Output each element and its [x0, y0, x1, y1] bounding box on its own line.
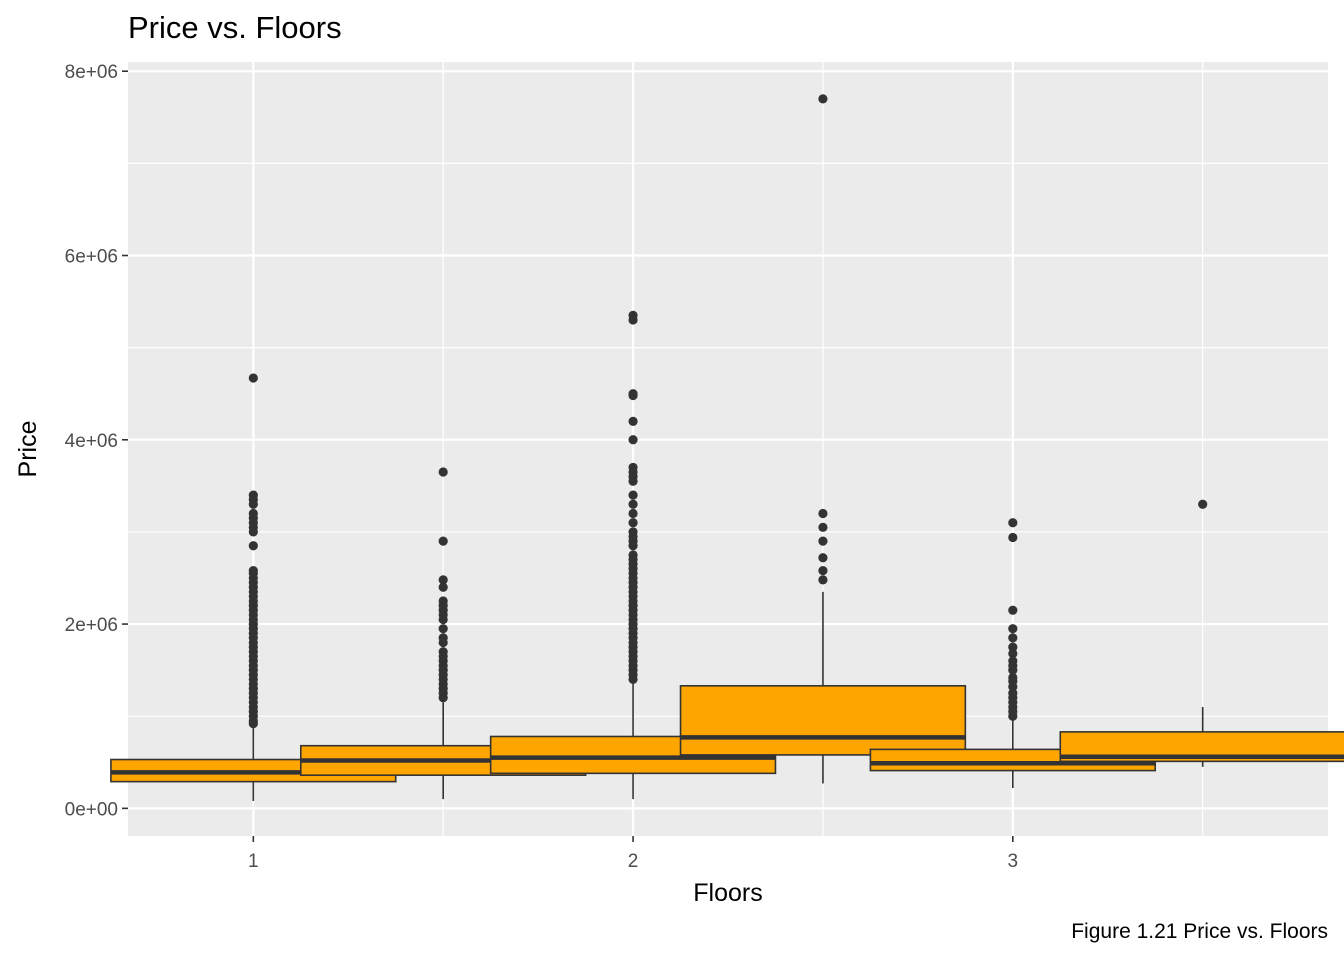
- x-axis-title: Floors: [693, 879, 762, 907]
- outlier-point: [438, 582, 448, 592]
- outlier-point: [438, 614, 448, 625]
- outlier-point: [628, 508, 638, 519]
- chart-caption: Figure 1.21 Price vs. Floors: [1071, 920, 1328, 943]
- outlier-point: [1008, 532, 1018, 543]
- outlier-point: [628, 518, 638, 528]
- outlier-point: [438, 637, 448, 648]
- outlier-point: [628, 435, 638, 445]
- outlier-point: [628, 476, 638, 486]
- outlier-point: [1008, 605, 1018, 615]
- outlier-point: [248, 527, 258, 537]
- outlier-point: [438, 536, 448, 546]
- outlier-point: [248, 718, 258, 729]
- outlier-point: [818, 536, 828, 546]
- y-tick-label: 8e+06: [65, 62, 118, 83]
- box-group: [1059, 499, 1344, 767]
- box-group: [679, 94, 967, 784]
- outlier-point: [818, 566, 828, 576]
- outlier-point: [1008, 624, 1018, 634]
- outlier-point: [628, 541, 638, 551]
- outlier-point: [1008, 642, 1018, 652]
- y-tick-label: 0e+00: [65, 799, 118, 820]
- x-tick-label: 2: [628, 851, 639, 872]
- outlier-point: [818, 575, 828, 585]
- outlier-point: [1198, 499, 1208, 509]
- box-iqr: [679, 685, 967, 756]
- outlier-point: [818, 94, 828, 104]
- outlier-point: [628, 390, 638, 401]
- outlier-point: [628, 499, 638, 509]
- outlier-point: [1008, 711, 1018, 721]
- outlier-point: [248, 499, 258, 509]
- outlier-point: [1008, 518, 1018, 528]
- outlier-point: [818, 508, 828, 519]
- y-axis-title: Price: [14, 421, 42, 478]
- outlier-point: [438, 467, 448, 477]
- outlier-point: [438, 624, 448, 634]
- x-tick-label: 3: [1008, 851, 1019, 872]
- outlier-point: [1008, 633, 1018, 643]
- outlier-point: [1008, 648, 1018, 659]
- outlier-point: [628, 416, 638, 426]
- y-tick-label: 2e+06: [65, 615, 118, 636]
- outlier-point: [628, 674, 638, 684]
- outlier-point: [628, 315, 638, 325]
- outlier-point: [1008, 682, 1018, 692]
- chart-title: Price vs. Floors: [128, 10, 342, 45]
- outlier-point: [438, 693, 448, 703]
- boxes: [110, 94, 1344, 801]
- outlier-point: [1008, 665, 1018, 675]
- outlier-point: [248, 373, 258, 383]
- outlier-point: [818, 522, 828, 532]
- outlier-point: [248, 541, 258, 551]
- axes: 0e+00 2e+06 4e+06 6e+06 8e+06 1 2 3: [65, 62, 1018, 872]
- y-tick-label: 4e+06: [65, 431, 118, 452]
- outlier-point: [438, 575, 448, 585]
- x-tick-label: 1: [248, 851, 259, 872]
- y-tick-label: 6e+06: [65, 247, 118, 268]
- outlier-point: [628, 490, 638, 500]
- outlier-point: [818, 553, 828, 563]
- grid-lines: [128, 62, 1328, 836]
